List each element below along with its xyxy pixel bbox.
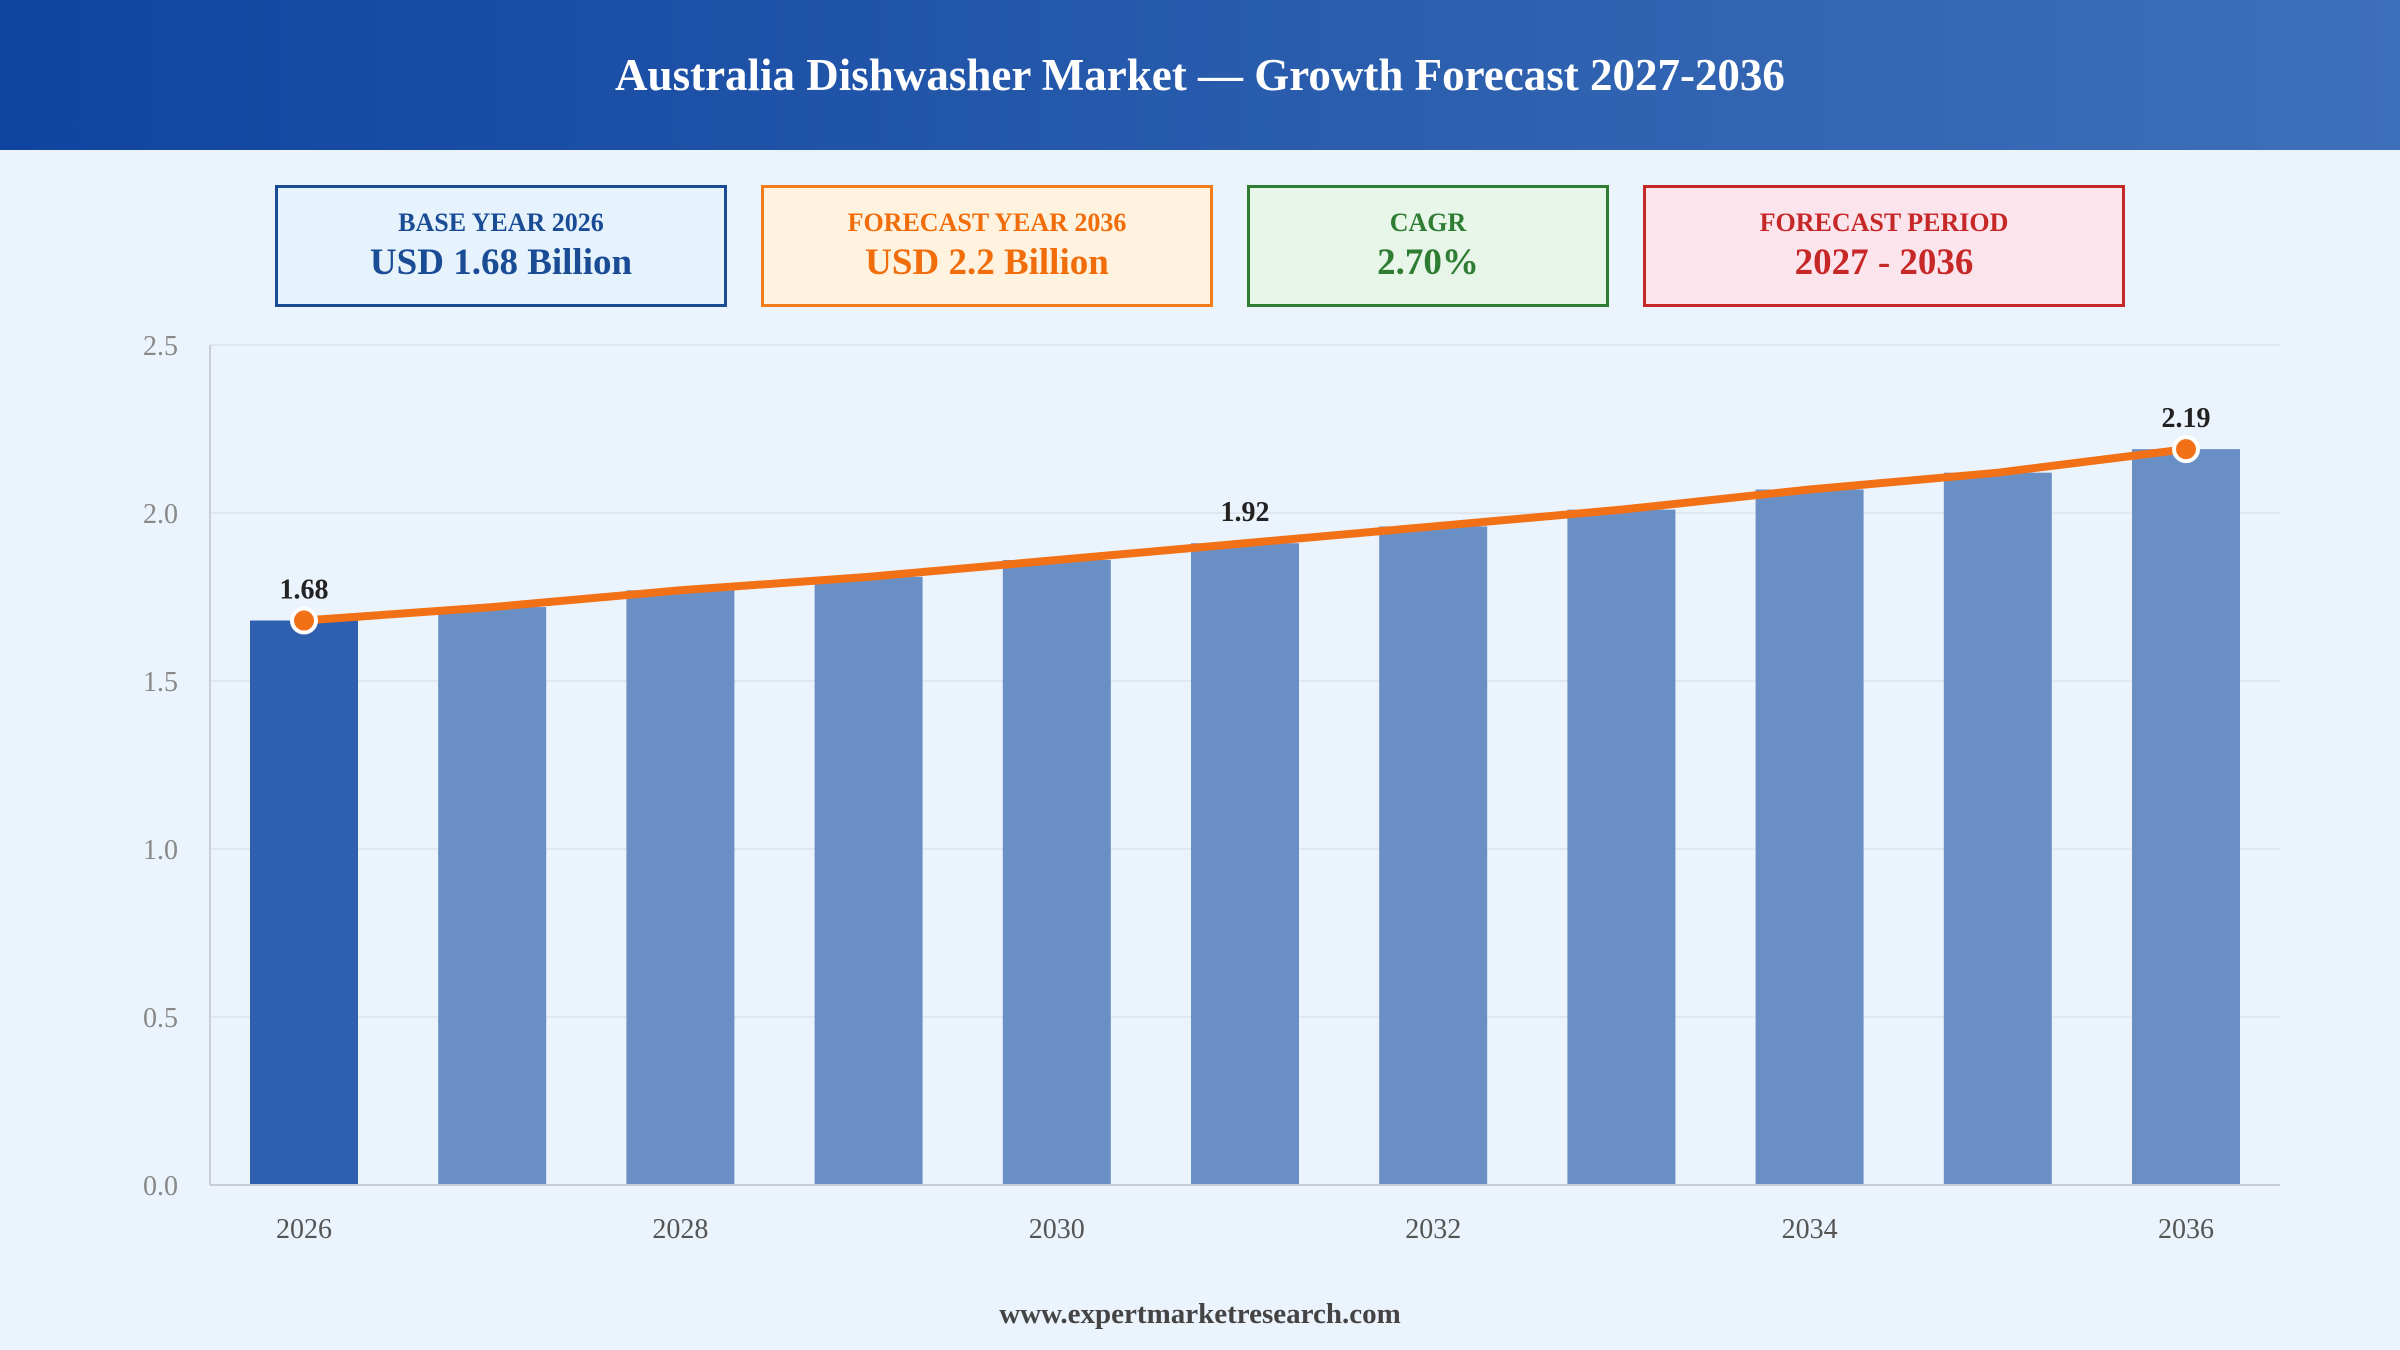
y-tick-label: 0.0 <box>143 1171 178 1202</box>
trend-marker <box>2172 435 2200 464</box>
kpi-card-forecast-period: FORECAST PERIOD 2027 - 2036 <box>1643 185 2125 307</box>
header-banner: Australia Dishwasher Market — Growth For… <box>0 0 2400 150</box>
kpi-period-value: 2027 - 2036 <box>1794 242 1974 283</box>
x-tick-label: 2026 <box>276 1214 332 1245</box>
bar-2036 <box>2132 449 2240 1185</box>
data-label: 1.92 <box>1221 497 1270 528</box>
bar-2026 <box>250 620 358 1185</box>
bar-2027 <box>438 607 547 1185</box>
data-label: 2.19 <box>2162 403 2211 434</box>
bar-2028 <box>626 590 735 1185</box>
kpi-card-base-year: BASE YEAR 2026 USD 1.68 Billion <box>275 185 727 307</box>
y-tick-label: 2.0 <box>143 499 178 530</box>
bar-2034 <box>1755 489 1864 1186</box>
kpi-card-cagr: CAGR 2.70% <box>1247 185 1609 307</box>
bar-2032 <box>1379 526 1488 1185</box>
trend-line <box>300 445 2190 625</box>
kpi-base-value: USD 1.68 Billion <box>369 242 633 283</box>
kpi-cagr-value: 2.70% <box>1377 242 1479 283</box>
chart-labels: 1.68 1.92 2.19 <box>280 403 2211 605</box>
y-tick-label: 1.0 <box>143 835 178 866</box>
x-tick-label: 2030 <box>1029 1214 1085 1245</box>
kpi-cagr-label: CAGR <box>1389 208 1467 237</box>
y-tick-label: 2.5 <box>143 331 178 362</box>
x-tick-label: 2032 <box>1405 1214 1461 1245</box>
bar-2031 <box>1191 543 1299 1185</box>
y-tick-label: 1.5 <box>143 667 178 698</box>
chart-bars <box>250 449 2240 1186</box>
kpi-card-forecast-year: FORECAST YEAR 2036 USD 2.2 Billion <box>761 185 1213 307</box>
kpi-base-label: BASE YEAR 2026 <box>398 208 604 237</box>
chart-axes: 0.0 0.5 1.0 1.5 2.0 2.5 2026 2028 2030 2032 2034 20… <box>143 331 2280 1245</box>
page-title: Australia Dishwasher Market — Growth For… <box>615 50 1785 100</box>
x-tick-label: 2036 <box>2158 1214 2214 1245</box>
kpi-forecast-value: USD 2.2 Billion <box>865 242 1109 283</box>
footer-website: www.expertmarketresearch.com <box>999 1298 1401 1330</box>
data-label: 1.68 <box>280 575 329 606</box>
y-tick-label: 0.5 <box>143 1003 178 1034</box>
x-tick-label: 2034 <box>1782 1214 1838 1245</box>
x-tick-label: 2028 <box>652 1214 708 1245</box>
bar-2035 <box>1943 472 2052 1185</box>
chart-trend <box>290 435 2200 635</box>
bar-2030 <box>1002 560 1111 1185</box>
kpi-forecast-label: FORECAST YEAR 2036 <box>847 208 1127 237</box>
bar-2033 <box>1567 509 1676 1185</box>
bar-2029 <box>814 576 923 1185</box>
kpi-period-label: FORECAST PERIOD <box>1759 208 2009 237</box>
trend-marker <box>290 606 318 635</box>
